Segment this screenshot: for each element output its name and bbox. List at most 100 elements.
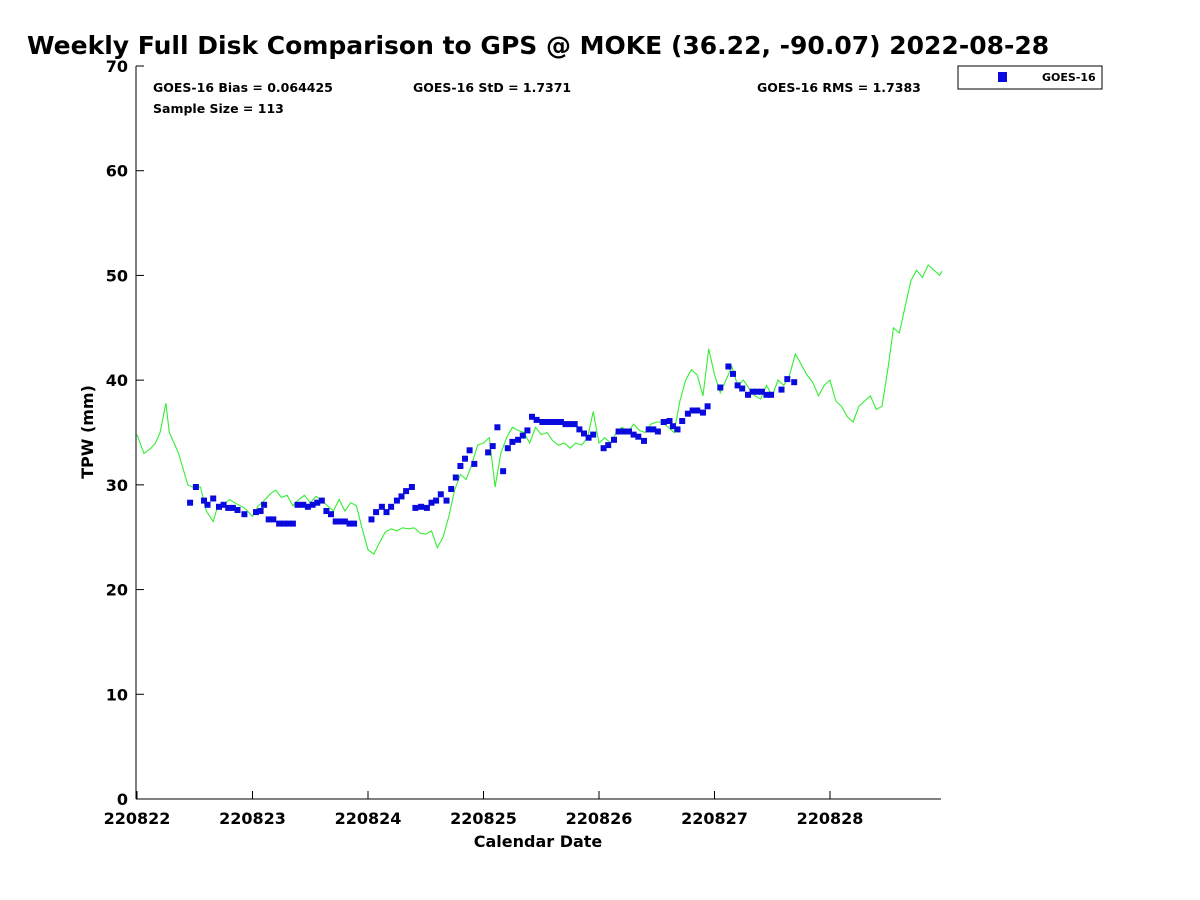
goes16-point [253, 509, 259, 516]
goes16-point [717, 384, 724, 391]
stat-std: GOES-16 StD = 1.7371 [413, 80, 571, 95]
y-tick-label: 70 [106, 57, 128, 76]
goes16-point [509, 438, 516, 445]
goes16-point [590, 431, 597, 438]
goes16-point [485, 449, 492, 456]
goes16-point [462, 455, 468, 462]
goes16-point [674, 426, 681, 433]
goes16-point [294, 501, 301, 508]
goes16-point [300, 501, 307, 508]
goes16-point [544, 419, 550, 425]
goes16-point [694, 407, 701, 414]
goes16-point [704, 403, 711, 410]
goes16-point [220, 501, 227, 508]
goes16-point [398, 493, 405, 500]
goes16-point [229, 504, 236, 511]
stat-rms: GOES-16 RMS = 1.7383 [757, 80, 921, 95]
goes16-point [669, 423, 676, 430]
y-tick-label: 50 [106, 266, 128, 285]
goes16-point [328, 511, 334, 518]
y-tick-label: 40 [106, 371, 128, 390]
goes16-point [234, 507, 241, 513]
goes16-point [257, 508, 264, 514]
goes16-point [749, 388, 756, 395]
goes16-point [600, 445, 607, 452]
goes16-point [581, 430, 587, 437]
goes16-series-layer [187, 363, 798, 527]
goes16-point [605, 442, 612, 449]
goes16-point [553, 419, 560, 425]
goes16-point [280, 520, 287, 527]
goes16-point [700, 409, 706, 416]
goes16-point [548, 419, 555, 425]
goes16-point [684, 410, 691, 417]
goes16-point [471, 460, 478, 467]
x-tick-label: 220827 [681, 809, 748, 828]
goes16-point [187, 499, 194, 506]
goes16-point [630, 431, 637, 438]
x-tick-label: 220826 [566, 809, 633, 828]
goes16-point [285, 520, 292, 527]
goes16-point [758, 388, 765, 395]
goes16-point [383, 509, 390, 516]
goes16-point [611, 436, 617, 443]
goes16-point [621, 428, 628, 435]
goes16-point [323, 508, 330, 514]
legend-box [957, 65, 1103, 90]
goes16-point [489, 443, 496, 450]
goes16-point [500, 468, 507, 475]
goes16-point [452, 474, 459, 481]
goes16-point [204, 501, 211, 508]
goes16-point [641, 437, 647, 444]
goes16-point [276, 520, 283, 527]
goes16-point [443, 497, 450, 504]
goes16-point [423, 504, 430, 511]
goes16-point [412, 504, 419, 511]
goes16-point [373, 509, 380, 516]
x-tick-label: 220825 [450, 809, 517, 828]
goes16-point [567, 421, 574, 428]
x-axis-label: Calendar Date [474, 832, 603, 851]
goes16-point [457, 463, 464, 469]
goes16-point [571, 421, 578, 428]
y-tick-label: 0 [117, 790, 128, 809]
goes16-point [660, 419, 667, 425]
y-tick-label: 60 [106, 162, 128, 181]
goes16-point [768, 391, 775, 398]
goes16-point [533, 416, 540, 423]
goes16-point [745, 391, 751, 398]
goes16-point [265, 516, 272, 523]
goes16-point [314, 499, 321, 506]
legend-marker-goes16 [998, 72, 1007, 82]
goes16-point [739, 385, 746, 392]
goes16-point [318, 497, 325, 504]
goes16-point [418, 503, 425, 510]
goes16-point [368, 516, 375, 523]
goes16-point [791, 379, 798, 386]
chart-title: Weekly Full Disk Comparison to GPS @ MOK… [27, 31, 1049, 60]
legend: GOES-16 [957, 65, 1103, 90]
goes16-point [504, 445, 511, 452]
goes16-point [539, 419, 546, 425]
axes: 0 10 20 30 40 50 60 70 220822 220823 220824 220825 2… [104, 57, 941, 828]
goes16-point [524, 427, 531, 434]
goes16-point [650, 426, 657, 433]
goes16-point [388, 503, 395, 510]
goes16-point [241, 511, 248, 518]
goes16-point [519, 432, 526, 439]
goes16-point [216, 503, 222, 510]
stat-sample-size: Sample Size = 113 [153, 101, 284, 116]
goes16-point [225, 504, 232, 511]
goes16-point [654, 428, 661, 435]
goes16-point [261, 501, 268, 508]
gps-line [136, 264, 943, 555]
goes16-point [626, 428, 632, 435]
stat-bias: GOES-16 Bias = 0.064425 [153, 80, 333, 95]
goes16-point [679, 418, 686, 424]
goes16-point [615, 428, 622, 435]
goes16-point [408, 484, 415, 490]
goes16-point [437, 491, 444, 498]
y-tick-label: 20 [106, 581, 128, 600]
goes16-point [341, 518, 348, 525]
